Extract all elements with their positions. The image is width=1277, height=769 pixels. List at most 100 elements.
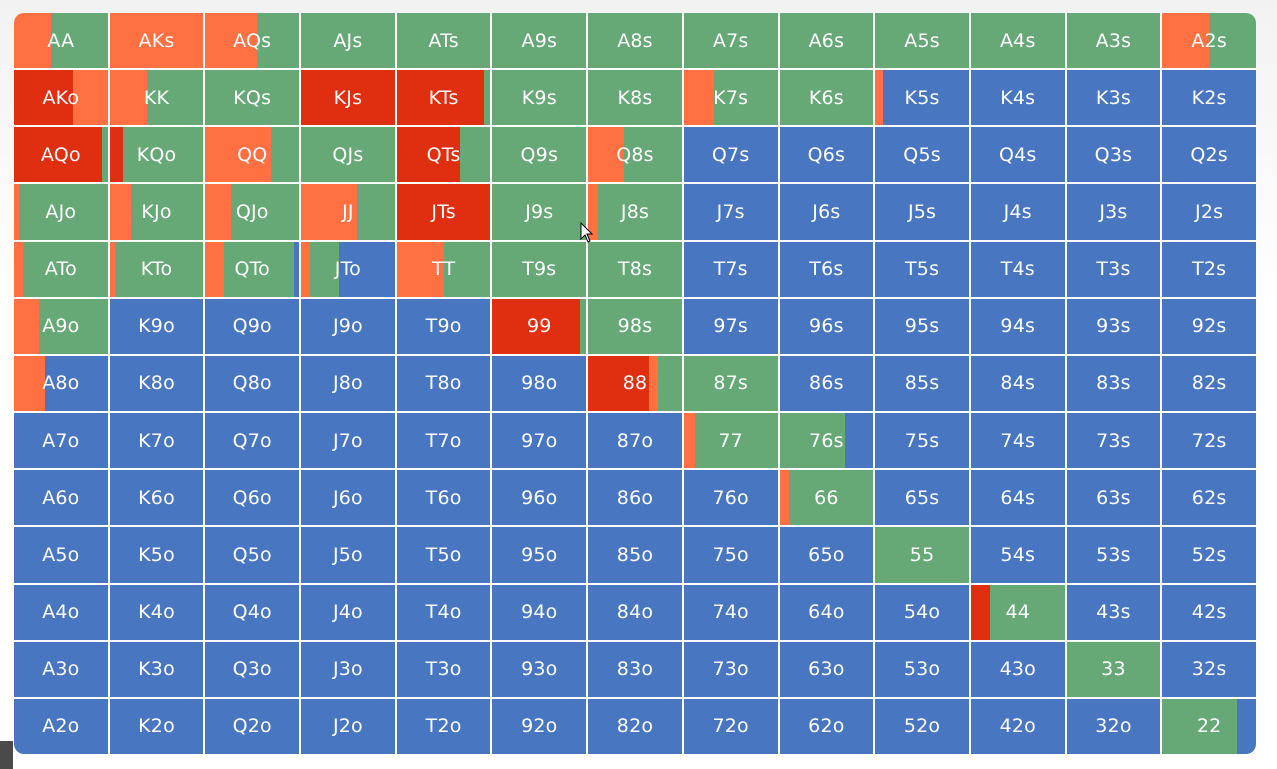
hand-cell[interactable]: KJs <box>301 70 395 126</box>
hand-cell[interactable]: K6s <box>779 70 874 126</box>
hand-cell[interactable]: 85o <box>588 527 682 583</box>
hand-cell[interactable]: 92s <box>1162 298 1256 354</box>
hand-cell[interactable]: J2s <box>1162 184 1256 240</box>
hand-cell[interactable]: Q6o <box>205 470 300 526</box>
hand-cell[interactable]: 42s <box>1162 584 1256 640</box>
hand-cell[interactable]: 73s <box>1066 413 1161 469</box>
hand-cell[interactable]: 83o <box>588 641 682 697</box>
hand-cell[interactable]: 44 <box>970 584 1065 640</box>
hand-cell[interactable]: K7o <box>109 413 204 469</box>
hand-cell[interactable]: 53o <box>875 641 969 697</box>
hand-cell[interactable]: KTs <box>396 70 491 126</box>
hand-cell[interactable]: 98s <box>588 298 682 354</box>
hand-cell[interactable]: 93s <box>1066 298 1161 354</box>
hand-cell[interactable]: 75s <box>875 413 969 469</box>
hand-cell[interactable]: A9s <box>492 13 587 69</box>
hand-cell[interactable]: AKs <box>109 13 204 69</box>
hand-cell[interactable]: 32o <box>1066 698 1161 754</box>
hand-cell[interactable]: 85s <box>875 355 969 412</box>
hand-cell[interactable]: 32s <box>1162 641 1256 697</box>
hand-cell[interactable]: QTs <box>396 127 491 183</box>
hand-cell[interactable]: 86s <box>779 355 874 412</box>
hand-cell[interactable]: 43o <box>970 641 1065 697</box>
hand-cell[interactable]: 86o <box>588 470 682 526</box>
hand-cell[interactable]: 55 <box>875 527 969 583</box>
hand-cell[interactable]: AKo <box>14 70 108 126</box>
hand-cell[interactable]: 52o <box>875 698 969 754</box>
hand-cell[interactable]: 75o <box>683 527 778 583</box>
hand-cell[interactable]: 88 <box>588 355 682 412</box>
hand-cell[interactable]: AA <box>14 13 108 69</box>
hand-cell[interactable]: 84s <box>970 355 1065 412</box>
hand-cell[interactable]: T3o <box>396 641 491 697</box>
hand-cell[interactable]: K9o <box>109 298 204 354</box>
hand-cell[interactable]: K7s <box>683 70 778 126</box>
hand-cell[interactable]: JTs <box>396 184 491 240</box>
hand-cell[interactable]: 63o <box>779 641 874 697</box>
hand-cell[interactable]: ATo <box>14 241 108 297</box>
hand-cell[interactable]: AJs <box>301 13 395 69</box>
hand-cell[interactable]: 93o <box>492 641 587 697</box>
hand-cell[interactable]: KQo <box>109 127 204 183</box>
hand-cell[interactable]: 92o <box>492 698 587 754</box>
hand-cell[interactable]: AQo <box>14 127 108 183</box>
hand-cell[interactable]: 64o <box>779 584 874 640</box>
hand-cell[interactable]: QQ <box>205 127 300 183</box>
hand-cell[interactable]: T7s <box>683 241 778 297</box>
hand-cell[interactable]: Q3o <box>205 641 300 697</box>
hand-cell[interactable]: J4o <box>301 584 395 640</box>
hand-cell[interactable]: T4o <box>396 584 491 640</box>
hand-cell[interactable]: AJo <box>14 184 108 240</box>
hand-cell[interactable]: 72o <box>683 698 778 754</box>
hand-cell[interactable]: 99 <box>492 298 587 354</box>
hand-cell[interactable]: 74o <box>683 584 778 640</box>
hand-cell[interactable]: 65o <box>779 527 874 583</box>
hand-cell[interactable]: K4o <box>109 584 204 640</box>
hand-cell[interactable]: J5s <box>875 184 969 240</box>
hand-cell[interactable]: A6s <box>779 13 874 69</box>
hand-cell[interactable]: K9s <box>492 70 587 126</box>
hand-cell[interactable]: A9o <box>14 298 108 354</box>
hand-cell[interactable]: 33 <box>1066 641 1161 697</box>
hand-cell[interactable]: T2s <box>1162 241 1256 297</box>
hand-cell[interactable]: J7o <box>301 413 395 469</box>
hand-cell[interactable]: 97s <box>683 298 778 354</box>
hand-cell[interactable]: J8o <box>301 355 395 412</box>
hand-cell[interactable]: J3s <box>1066 184 1161 240</box>
hand-cell[interactable]: K2s <box>1162 70 1256 126</box>
hand-cell[interactable]: K3o <box>109 641 204 697</box>
hand-cell[interactable]: T5o <box>396 527 491 583</box>
hand-cell[interactable]: J5o <box>301 527 395 583</box>
hand-cell[interactable]: Q8o <box>205 355 300 412</box>
hand-cell[interactable]: 22 <box>1162 698 1256 754</box>
hand-cell[interactable]: Q8s <box>588 127 682 183</box>
hand-cell[interactable]: T6s <box>779 241 874 297</box>
hand-cell[interactable]: A5o <box>14 527 108 583</box>
hand-cell[interactable]: J9s <box>492 184 587 240</box>
hand-cell[interactable]: K8s <box>588 70 682 126</box>
hand-cell[interactable]: QJs <box>301 127 395 183</box>
hand-cell[interactable]: Q9s <box>492 127 587 183</box>
hand-cell[interactable]: Q5o <box>205 527 300 583</box>
hand-cell[interactable]: 95o <box>492 527 587 583</box>
hand-cell[interactable]: A8s <box>588 13 682 69</box>
hand-cell[interactable]: J9o <box>301 298 395 354</box>
hand-cell[interactable]: 52s <box>1162 527 1256 583</box>
hand-cell[interactable]: A7o <box>14 413 108 469</box>
hand-cell[interactable]: A7s <box>683 13 778 69</box>
hand-cell[interactable]: Q9o <box>205 298 300 354</box>
hand-cell[interactable]: 97o <box>492 413 587 469</box>
hand-cell[interactable]: 77 <box>683 413 778 469</box>
hand-cell[interactable]: T4s <box>970 241 1065 297</box>
hand-cell[interactable]: Q2s <box>1162 127 1256 183</box>
hand-cell[interactable]: Q6s <box>779 127 874 183</box>
hand-cell[interactable]: 76s <box>779 413 874 469</box>
hand-cell[interactable]: Q4o <box>205 584 300 640</box>
hand-cell[interactable]: 82s <box>1162 355 1256 412</box>
hand-cell[interactable]: A3o <box>14 641 108 697</box>
hand-cell[interactable]: Q7o <box>205 413 300 469</box>
hand-cell[interactable]: T6o <box>396 470 491 526</box>
hand-cell[interactable]: K5o <box>109 527 204 583</box>
hand-cell[interactable]: A3s <box>1066 13 1161 69</box>
hand-cell[interactable]: KK <box>109 70 204 126</box>
